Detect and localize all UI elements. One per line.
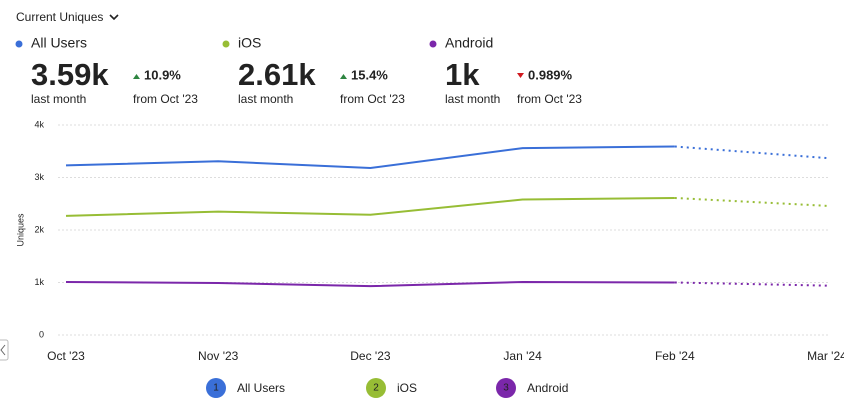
- series-line: [65, 196, 675, 217]
- summary-change: 0.989%: [528, 67, 573, 82]
- x-tick-label: Mar '24: [807, 349, 844, 363]
- y-tick-label: 3k: [34, 172, 44, 182]
- summary-change: 15.4%: [351, 67, 388, 82]
- projection-line: [674, 281, 828, 287]
- summary-compare: from Oct '23: [133, 92, 198, 106]
- y-tick-label: 4k: [34, 119, 44, 129]
- summary-period: last month: [445, 92, 500, 106]
- legend-dot: [222, 40, 230, 48]
- metric-selector[interactable]: Current Uniques: [16, 10, 103, 24]
- summary-name: All Users: [31, 35, 87, 51]
- change-arrow: [133, 74, 140, 79]
- legend-marker: [206, 378, 226, 398]
- summary-value: 2.61k: [238, 57, 316, 92]
- summary-name: Android: [445, 35, 493, 51]
- legend-number: 1: [213, 383, 219, 394]
- summary-period: last month: [31, 92, 86, 106]
- legend-label: All Users: [237, 381, 285, 395]
- legend-label: Android: [527, 381, 568, 395]
- summary-change: 10.9%: [144, 67, 181, 82]
- change-arrow: [340, 74, 347, 79]
- x-tick-label: Nov '23: [198, 349, 239, 363]
- scroll-arrow: [0, 344, 6, 356]
- summary-value: 1k: [445, 57, 480, 92]
- y-axis-label: Uniques: [15, 213, 25, 247]
- change-arrow: [517, 73, 524, 78]
- series-line: [65, 280, 675, 288]
- legend-label: iOS: [397, 381, 417, 395]
- series-line: [65, 145, 675, 170]
- projection-line: [674, 196, 828, 207]
- projection-line: [674, 145, 828, 160]
- scroll-button[interactable]: [0, 339, 9, 361]
- legend-dot: [15, 40, 23, 48]
- legend-marker: [366, 378, 386, 398]
- legend-number: 2: [373, 383, 379, 394]
- y-tick-label: 1k: [34, 277, 44, 287]
- summary-period: last month: [238, 92, 293, 106]
- summary-value: 3.59k: [31, 57, 109, 92]
- dropdown-caret[interactable]: [109, 14, 119, 21]
- x-tick-label: Dec '23: [350, 349, 391, 363]
- legend-dot: [429, 40, 437, 48]
- x-tick-label: Feb '24: [655, 349, 695, 363]
- summary-compare: from Oct '23: [517, 92, 582, 106]
- summary-compare: from Oct '23: [340, 92, 405, 106]
- summary-name: iOS: [238, 35, 261, 51]
- x-tick-label: Oct '23: [47, 349, 85, 363]
- x-tick-label: Jan '24: [503, 349, 542, 363]
- legend-marker: [496, 378, 516, 398]
- legend-number: 3: [503, 383, 509, 394]
- y-tick-label: 0: [39, 329, 44, 339]
- y-tick-label: 2k: [34, 224, 44, 234]
